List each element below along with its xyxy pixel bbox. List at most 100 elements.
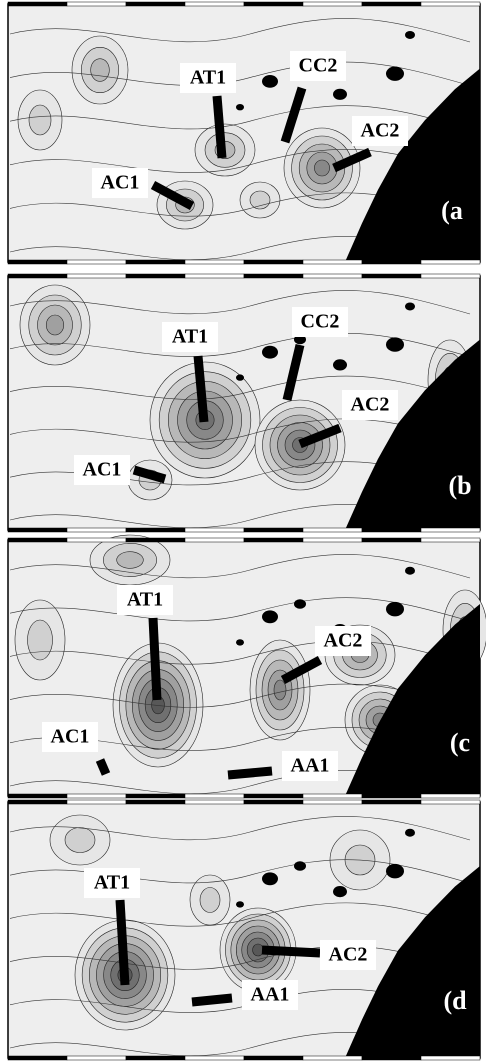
transect-label: CC2 <box>301 311 340 333</box>
scale-bar <box>7 537 68 543</box>
label-box <box>282 751 338 781</box>
transect <box>280 86 307 144</box>
scale-bar <box>66 259 127 265</box>
transect <box>115 899 130 986</box>
contour-line <box>9 554 471 579</box>
contour <box>27 619 53 661</box>
scale-bar <box>302 1055 363 1061</box>
contour <box>45 314 65 336</box>
transect-label: AC2 <box>324 630 363 652</box>
island <box>236 901 244 908</box>
scale-bar <box>66 527 127 533</box>
scale-bar <box>66 1055 127 1061</box>
scale-bar <box>420 527 481 533</box>
island <box>262 75 278 88</box>
scale-bar <box>420 799 481 805</box>
scale-bar <box>361 537 422 543</box>
contour-line <box>9 816 471 841</box>
transect <box>298 423 342 449</box>
scale-bar <box>361 273 422 279</box>
transect-label: AC2 <box>329 944 368 966</box>
coast <box>345 866 480 1058</box>
map-panel: AT1 AC2 AC1 AA1 (c <box>7 534 486 799</box>
scale-bar <box>361 259 422 265</box>
scale-bar <box>302 799 363 805</box>
scale-bar <box>125 799 186 805</box>
scale-bar <box>7 1 68 7</box>
contour <box>199 887 221 913</box>
island <box>386 601 404 617</box>
island <box>405 828 415 837</box>
island <box>294 861 306 871</box>
scale-bar <box>361 1 422 7</box>
scale-bar <box>7 793 68 799</box>
scale-bar <box>420 273 481 279</box>
scale-bar <box>243 273 304 279</box>
island <box>333 886 347 898</box>
label-box <box>84 868 140 898</box>
scale-bar <box>184 1055 245 1061</box>
contour-line <box>9 105 471 130</box>
scale-bar <box>66 799 127 805</box>
contour-line <box>9 683 471 708</box>
contour <box>28 104 52 136</box>
label-box <box>352 116 408 146</box>
transect-label: AT1 <box>190 67 226 89</box>
coast <box>345 68 480 262</box>
island <box>262 872 278 886</box>
scale-bar <box>361 799 422 805</box>
island <box>386 863 404 879</box>
contour <box>64 827 96 853</box>
island <box>333 359 347 371</box>
island <box>386 337 404 352</box>
island <box>236 639 244 646</box>
contour <box>314 159 330 177</box>
island <box>386 66 404 81</box>
scale-bar <box>243 527 304 533</box>
scale-bar <box>66 793 127 799</box>
contour-line <box>9 148 471 174</box>
scale-bar <box>125 527 186 533</box>
scale-bar <box>125 793 186 799</box>
contour-line <box>9 18 471 43</box>
scale-bar <box>361 527 422 533</box>
transect-label: AT1 <box>94 872 130 894</box>
scale-bar <box>184 273 245 279</box>
transect-label: AC2 <box>361 120 400 142</box>
island <box>262 610 278 624</box>
scale-bar <box>7 799 68 805</box>
scale-bar <box>66 537 127 543</box>
contour-line <box>9 375 471 400</box>
scale-bar <box>420 1055 481 1061</box>
transect <box>282 343 305 402</box>
island <box>236 104 244 111</box>
contour <box>90 58 110 82</box>
scale-bar <box>66 273 127 279</box>
contour <box>116 551 144 569</box>
scale-bar <box>125 1 186 7</box>
scale-bar <box>7 259 68 265</box>
scale-bar <box>302 793 363 799</box>
transect-label: AC2 <box>351 394 390 416</box>
scale-bar <box>420 537 481 543</box>
transect <box>148 617 162 701</box>
contour <box>249 190 271 210</box>
label-box <box>162 322 218 352</box>
scale-bar <box>125 1055 186 1061</box>
label-box <box>320 940 376 970</box>
map-panel: AT1 CC2 AC2 AC1 (b <box>7 273 481 533</box>
contour-line <box>9 640 471 665</box>
label-box <box>292 307 348 337</box>
scale-bar <box>420 793 481 799</box>
island <box>405 566 415 575</box>
transect <box>261 945 321 958</box>
scale-bar <box>420 259 481 265</box>
transect-label: AC1 <box>101 172 140 194</box>
label-box <box>242 980 298 1010</box>
coast <box>345 604 480 796</box>
transect <box>191 993 233 1007</box>
scale-bar <box>420 1 481 7</box>
transect <box>212 95 227 159</box>
scale-bar <box>125 259 186 265</box>
scale-bar <box>7 527 68 533</box>
